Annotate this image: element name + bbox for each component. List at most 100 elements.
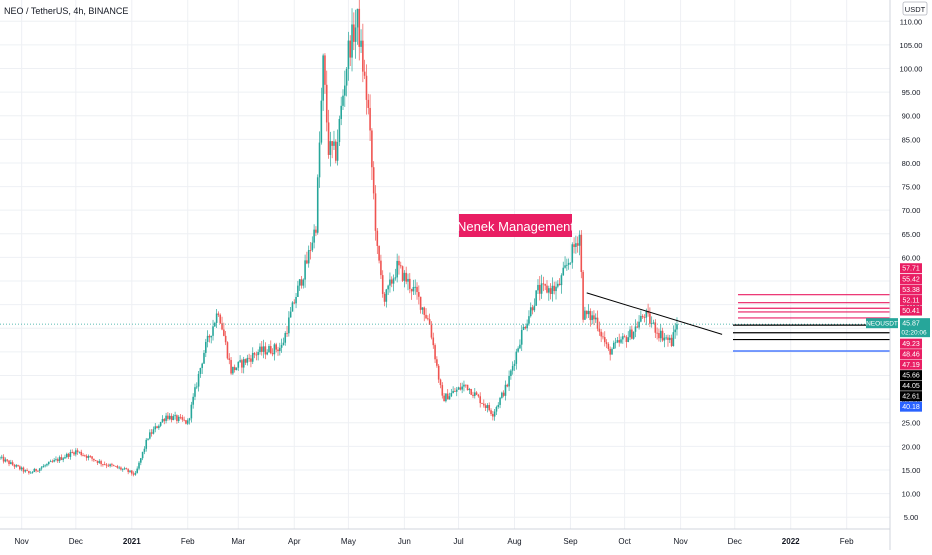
candle-body bbox=[165, 415, 167, 421]
level-badge: 57.71 bbox=[900, 263, 922, 274]
candle-body bbox=[367, 99, 370, 108]
candle-body bbox=[284, 333, 287, 343]
candle-body bbox=[448, 396, 451, 400]
candle-body bbox=[295, 296, 297, 304]
candle-body bbox=[221, 323, 223, 330]
candle-body bbox=[64, 457, 66, 459]
candle-body bbox=[450, 392, 453, 397]
candle-body bbox=[542, 283, 545, 285]
candle-body bbox=[622, 336, 624, 340]
candle-body bbox=[609, 348, 611, 355]
price-tick-label: 10.00 bbox=[902, 490, 921, 499]
price-tick-label: 15.00 bbox=[902, 466, 921, 475]
candle-body bbox=[342, 95, 344, 106]
candle-body bbox=[242, 359, 245, 368]
candle-body bbox=[573, 244, 575, 247]
candle-body bbox=[42, 465, 45, 468]
candle-body bbox=[228, 358, 231, 361]
level-badge-text: 53.38 bbox=[902, 287, 920, 294]
candle-body bbox=[517, 348, 519, 352]
candle-body bbox=[188, 418, 191, 421]
level-badge-box bbox=[900, 380, 922, 391]
candle-body bbox=[403, 272, 406, 281]
candle-body bbox=[214, 322, 216, 327]
candle-body bbox=[78, 451, 81, 453]
candle-body bbox=[172, 416, 175, 421]
candle-body bbox=[264, 346, 267, 355]
time-tick-label: Dec bbox=[69, 537, 83, 546]
candle-body bbox=[239, 360, 241, 362]
candle-body bbox=[508, 375, 510, 387]
candle-body bbox=[183, 419, 185, 421]
level-badge: 50.41 bbox=[900, 305, 922, 316]
candle-body bbox=[659, 330, 662, 339]
candle-body bbox=[237, 361, 240, 368]
candle-body bbox=[199, 367, 202, 374]
candle-body bbox=[551, 285, 554, 294]
candle-body bbox=[152, 429, 155, 434]
level-badge-box bbox=[900, 359, 922, 370]
candle-body bbox=[325, 84, 328, 123]
candle-body bbox=[641, 315, 644, 318]
candle-body bbox=[230, 360, 232, 374]
candle-body bbox=[484, 405, 487, 408]
candle-body bbox=[515, 351, 518, 364]
candle-body bbox=[520, 329, 523, 345]
level-badge-box bbox=[900, 295, 922, 306]
level-badge: 48.46 bbox=[900, 349, 922, 360]
candle-body bbox=[51, 461, 54, 463]
price-tick-label: 25.00 bbox=[902, 419, 921, 428]
level-badge: 42.61 bbox=[900, 391, 922, 402]
candle-body bbox=[483, 403, 485, 406]
candle-body bbox=[362, 40, 364, 72]
price-tick-label: 65.00 bbox=[902, 230, 921, 239]
candle-body bbox=[396, 260, 398, 278]
candle-body bbox=[107, 465, 110, 467]
candle-body bbox=[674, 329, 676, 333]
candle-body bbox=[672, 332, 675, 347]
candle-body bbox=[562, 267, 565, 276]
candle-body bbox=[390, 279, 393, 284]
candle-body bbox=[430, 324, 433, 338]
time-tick-label: Aug bbox=[507, 537, 521, 546]
candle-body bbox=[259, 346, 261, 353]
level-badge-box bbox=[900, 338, 922, 349]
candle-body bbox=[434, 345, 436, 360]
candle-body bbox=[235, 367, 238, 371]
candle-body bbox=[408, 278, 411, 289]
candle-body bbox=[31, 472, 34, 473]
candle-body bbox=[269, 346, 272, 354]
candle-body bbox=[192, 396, 194, 405]
candle-body bbox=[558, 283, 561, 286]
candle-body bbox=[620, 339, 622, 343]
candle-body bbox=[262, 346, 265, 352]
candle-body bbox=[318, 142, 321, 178]
candle-body bbox=[611, 348, 613, 355]
candle-body bbox=[510, 370, 512, 376]
candle-body bbox=[591, 315, 593, 321]
candle-body bbox=[455, 389, 458, 392]
candle-body bbox=[454, 390, 456, 392]
level-badge-box bbox=[900, 305, 922, 316]
candle-body bbox=[1, 456, 3, 458]
currency-label[interactable]: USDT bbox=[902, 1, 928, 16]
candle-body bbox=[526, 323, 528, 329]
candle-body bbox=[461, 386, 463, 390]
candle-body bbox=[652, 322, 655, 324]
candle-body bbox=[75, 450, 77, 455]
candle-body bbox=[76, 450, 79, 452]
level-badge-box bbox=[900, 274, 922, 285]
level-badge-text: 49.23 bbox=[902, 341, 920, 348]
candle-body bbox=[145, 439, 148, 449]
candle-body bbox=[576, 243, 579, 246]
candle-body bbox=[381, 275, 384, 294]
candle-body bbox=[392, 278, 395, 284]
candle-body bbox=[578, 234, 581, 246]
candle-body bbox=[55, 459, 57, 461]
candle-body bbox=[246, 357, 249, 363]
candle-body bbox=[593, 315, 595, 320]
time-tick-label: Apr bbox=[288, 537, 301, 546]
candle-body bbox=[190, 404, 193, 419]
